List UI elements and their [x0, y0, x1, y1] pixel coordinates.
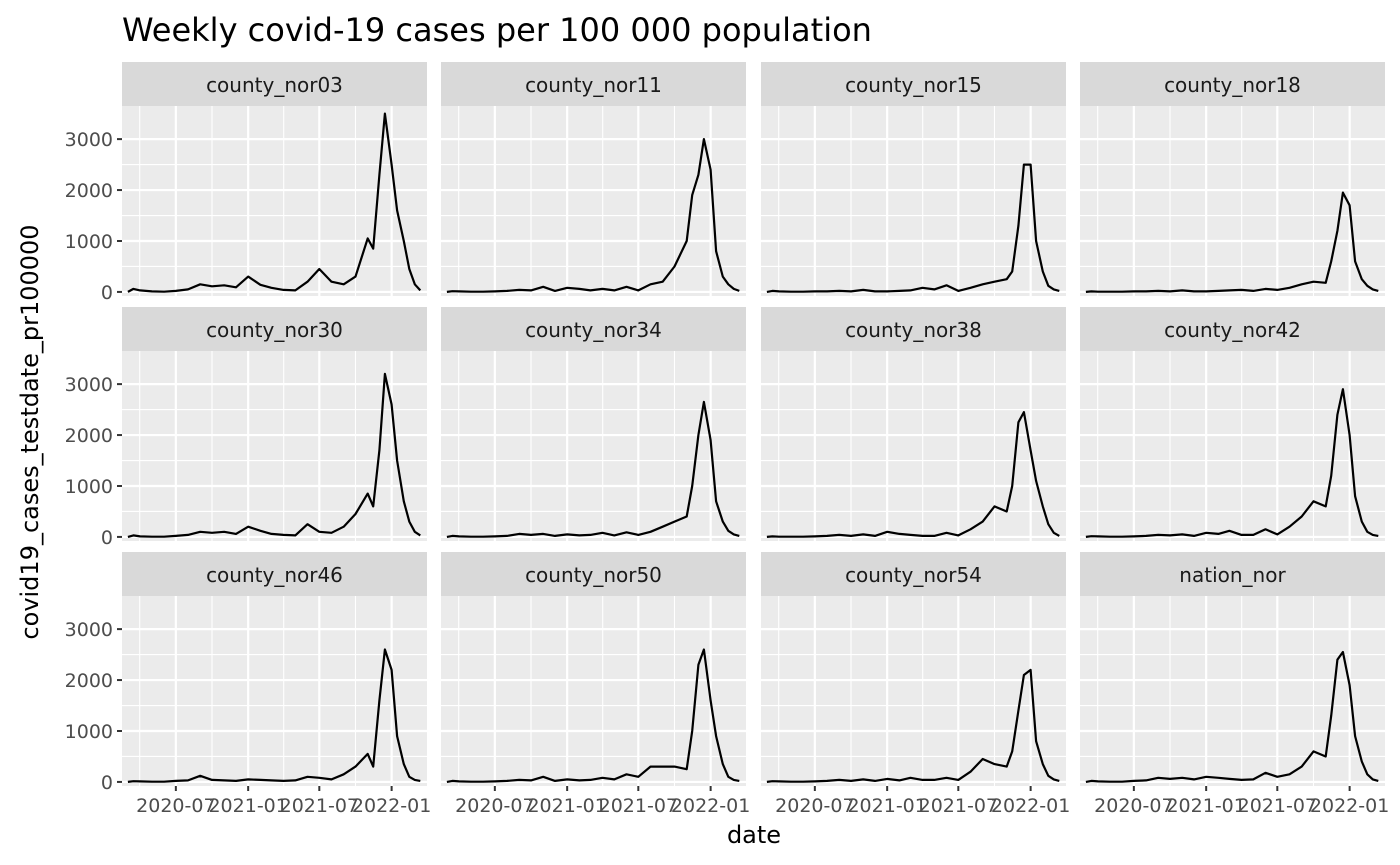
facet-strip-label: county_nor54	[845, 563, 982, 587]
panel-background	[1080, 351, 1385, 541]
facet-strip	[1080, 62, 1385, 106]
series-line	[127, 648, 421, 783]
panel-background	[441, 351, 746, 541]
x-tick-label: 2022-01	[1310, 795, 1389, 817]
facet-strip-label: county_nor30	[206, 318, 343, 342]
x-tick-label: 2020-07	[136, 795, 215, 817]
y-tick-label: 2000	[65, 670, 113, 692]
x-tick-label: 2021-07	[919, 795, 998, 817]
facet-panel: county_nor18	[1080, 62, 1385, 296]
facet-strip-label: county_nor03	[206, 73, 343, 97]
x-tick-label: 2020-07	[1094, 795, 1173, 817]
facet-panel: county_nor42	[1080, 307, 1385, 541]
chart-title: Weekly covid-19 cases per 100 000 popula…	[122, 11, 872, 49]
facet-strip-label: county_nor50	[525, 563, 662, 587]
facet-panels: county_nor03 county_nor11 county_nor15 coun…	[122, 62, 1385, 786]
facet-strip	[761, 552, 1066, 596]
x-tick-label: 2021-01	[847, 795, 926, 817]
panel-background	[761, 596, 1066, 786]
panel-background	[1080, 596, 1385, 786]
facet-strip-label: county_nor34	[525, 318, 662, 342]
y-tick-label: 3000	[65, 619, 113, 641]
series-line	[1085, 191, 1379, 293]
facet-panel: county_nor34	[441, 307, 746, 541]
facet-strip	[122, 307, 427, 351]
panel-background	[122, 351, 427, 541]
facet-strip-label: nation_nor	[1179, 563, 1286, 587]
x-tick-label: 2022-01	[991, 795, 1070, 817]
y-tick-label: 3000	[65, 129, 113, 151]
panel-background	[1080, 106, 1385, 296]
facet-panel: nation_nor	[1080, 552, 1385, 786]
y-tick-label: 0	[101, 772, 113, 794]
facet-strip-label: county_nor42	[1164, 318, 1301, 342]
panel-background	[441, 596, 746, 786]
facet-strip	[122, 62, 427, 106]
x-tick-label: 2021-07	[599, 795, 678, 817]
y-tick-label: 2000	[65, 425, 113, 447]
facet-strip	[122, 552, 427, 596]
x-tick-label: 2021-01	[208, 795, 287, 817]
series-line	[1085, 388, 1379, 538]
series-line	[766, 668, 1060, 783]
facet-panel: county_nor11	[441, 62, 746, 296]
series-line	[766, 411, 1060, 538]
x-axis-title: date	[727, 821, 781, 849]
panel-background	[122, 106, 427, 296]
facet-panel: county_nor03	[122, 62, 427, 296]
y-tick-label: 0	[101, 282, 113, 304]
facet-strip-label: county_nor11	[525, 73, 662, 97]
panel-background	[122, 596, 427, 786]
series-line	[446, 648, 740, 783]
y-axis-title: covid19_cases_testdate_pr100000	[16, 224, 44, 639]
facet-strip	[761, 307, 1066, 351]
series-line	[446, 400, 740, 538]
x-tick-label: 2021-07	[280, 795, 359, 817]
facet-strip-label: county_nor15	[845, 73, 982, 97]
x-tick-label: 2020-07	[455, 795, 534, 817]
series-line	[446, 138, 740, 293]
y-tick-label: 0	[101, 527, 113, 549]
x-tick-label: 2021-01	[527, 795, 606, 817]
series-line	[1085, 650, 1379, 783]
facet-strip	[441, 552, 746, 596]
y-tick-label: 2000	[65, 180, 113, 202]
facet-panel: county_nor30	[122, 307, 427, 541]
facet-strip	[441, 62, 746, 106]
y-tick-label: 3000	[65, 374, 113, 396]
facet-panel: county_nor38	[761, 307, 1066, 541]
panel-background	[761, 351, 1066, 541]
panel-background	[761, 106, 1066, 296]
facet-strip	[761, 62, 1066, 106]
x-tick-label: 2022-01	[352, 795, 431, 817]
facet-panel: county_nor50	[441, 552, 746, 786]
x-tick-label: 2022-01	[671, 795, 750, 817]
facet-strip	[1080, 307, 1385, 351]
facet-strip-label: county_nor38	[845, 318, 982, 342]
y-axes: 0 1000 2000 3000 0 1000 2000 3000 0 1000 2000 3000	[65, 129, 122, 794]
facet-strip	[441, 307, 746, 351]
facet-panel: county_nor54	[761, 552, 1066, 786]
x-tick-label: 2021-01	[1166, 795, 1245, 817]
series-line	[127, 112, 422, 293]
facet-strip	[1080, 552, 1385, 596]
series-line	[766, 163, 1060, 293]
y-tick-label: 1000	[65, 721, 113, 743]
panel-background	[441, 106, 746, 296]
x-tick-label: 2021-07	[1238, 795, 1317, 817]
facet-strip-label: county_nor46	[206, 563, 343, 587]
series-line	[127, 372, 421, 538]
y-tick-label: 1000	[65, 476, 113, 498]
y-tick-label: 1000	[65, 231, 113, 253]
facet-panel: county_nor46	[122, 552, 427, 786]
x-tick-label: 2020-07	[775, 795, 854, 817]
facet-strip-label: county_nor18	[1164, 73, 1301, 97]
facet-panel: county_nor15	[761, 62, 1066, 296]
